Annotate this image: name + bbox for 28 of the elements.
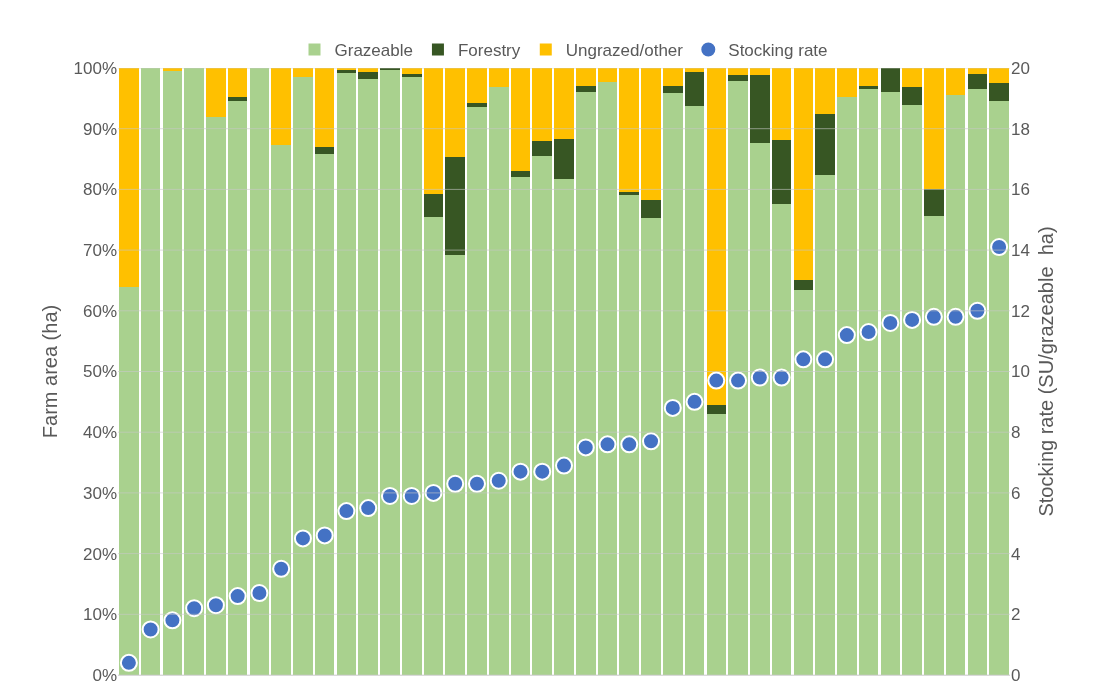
y2-tick-label: 10: [1011, 362, 1030, 382]
y-tick-label: 20%: [82, 544, 117, 564]
legend-label: Stocking rate: [728, 41, 828, 61]
y-tick-label: 70%: [82, 241, 117, 261]
legend-label: Ungrazed/other: [565, 41, 684, 61]
y2-tick-label: 4: [1011, 544, 1021, 564]
y-tick-label: 10%: [82, 605, 117, 625]
y2-tick-label: 18: [1011, 119, 1030, 139]
y2-axis-title: Stocking rate (SU/grazeable ha): [1035, 226, 1058, 517]
legend-label: Grazeable: [334, 41, 413, 61]
y-tick-label: 40%: [82, 423, 117, 443]
y-axis-title: Farm area (ha): [39, 304, 62, 439]
y-tick-label: 90%: [82, 119, 117, 139]
y-tick-label: 60%: [82, 301, 117, 321]
y2-tick-label: 14: [1011, 241, 1030, 261]
legend-label: Forestry: [457, 41, 521, 61]
y2-tick-label: 0: [1011, 665, 1021, 685]
y2-tick-label: 6: [1011, 483, 1021, 503]
y-tick-label: 50%: [82, 362, 117, 382]
y-tick-label: 80%: [82, 180, 117, 200]
y2-tick-label: 8: [1011, 423, 1021, 443]
y-tick-label: 30%: [82, 483, 117, 503]
y2-tick-label: 2: [1011, 605, 1021, 625]
y-tick-label: 100%: [73, 58, 117, 78]
y-tick-label: 0%: [92, 665, 117, 685]
y2-tick-label: 12: [1011, 301, 1030, 321]
y2-tick-label: 16: [1011, 180, 1030, 200]
y2-tick-label: 20: [1011, 58, 1030, 78]
